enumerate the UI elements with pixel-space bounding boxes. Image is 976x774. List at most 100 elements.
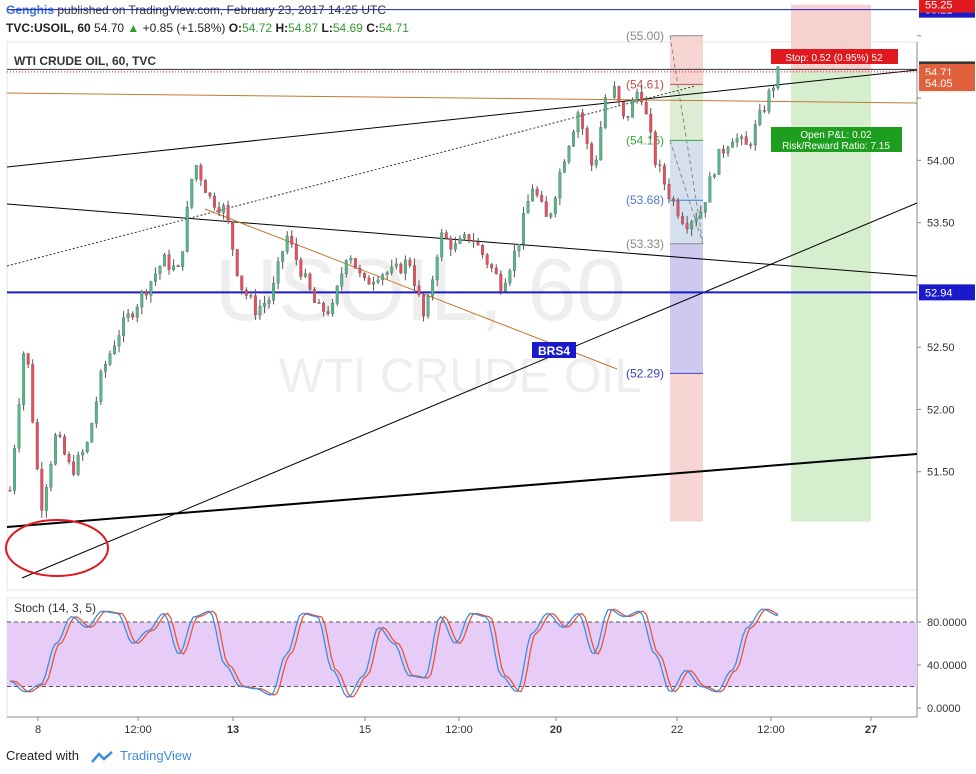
price-change: +0.85 (+1.58%) <box>142 21 226 35</box>
brs-label: BRS4 <box>538 344 570 358</box>
candle-body <box>499 273 503 292</box>
candle-body <box>90 423 94 443</box>
candle-body <box>217 207 221 213</box>
low-key: L: <box>321 21 333 35</box>
price-scale-label: 55.25 <box>925 0 953 12</box>
candle-body <box>540 195 544 202</box>
candle-body <box>399 263 403 274</box>
candle-body <box>367 277 371 285</box>
candle-body <box>249 295 253 297</box>
stoch-d-line <box>10 608 779 698</box>
candle-body <box>126 313 130 318</box>
level-label: 52.94 <box>925 287 953 299</box>
candle-body <box>535 188 539 196</box>
candle-body <box>467 234 471 241</box>
candle-body <box>376 279 380 283</box>
candle-body <box>58 434 62 437</box>
candle-body <box>676 201 680 217</box>
candle-body <box>40 468 44 511</box>
candle-body <box>712 174 716 177</box>
candle-body <box>140 291 144 308</box>
time-tick-label: 13 <box>227 724 239 736</box>
candle-body <box>717 148 721 175</box>
tradingview-brand[interactable]: TradingView <box>120 748 192 763</box>
risk-reward-label: Risk/Reward Ratio: 7.15 <box>782 141 890 152</box>
candle-body <box>517 243 521 252</box>
candle-body <box>181 251 185 267</box>
price-tick-label: 53.50 <box>927 218 955 230</box>
candle-body <box>353 258 357 269</box>
candle-body <box>585 128 589 144</box>
brs-label-bg <box>532 342 576 358</box>
candle-body <box>531 188 535 202</box>
fib-level-label: (55.00) <box>626 29 664 43</box>
candle-body <box>544 201 548 217</box>
symbol-label: TVC:USOIL, 60 <box>6 21 91 35</box>
candle-body <box>653 132 657 165</box>
red-circle-annotation <box>5 519 109 577</box>
candle-body <box>322 302 326 312</box>
tradingview-cloud-icon <box>90 750 113 763</box>
candle-body <box>176 265 180 267</box>
price-scale-label-bg <box>919 75 975 92</box>
candle-body <box>476 241 480 246</box>
watermark-name: WTI CRUDE OIL <box>279 350 642 403</box>
candle-body <box>203 180 207 193</box>
price-scale-label-bg <box>919 0 975 13</box>
upper-channel-line <box>6 69 918 168</box>
candle-body <box>290 235 294 245</box>
candle-body <box>685 223 689 230</box>
time-tick-label: 15 <box>359 724 371 736</box>
time-tick-label: 27 <box>865 724 877 736</box>
candle-body <box>35 422 39 470</box>
candle-body <box>172 265 176 270</box>
price-tick-label: 52.50 <box>927 342 955 354</box>
candle-body <box>190 178 194 208</box>
candle-body <box>108 353 112 365</box>
candle-body <box>163 254 166 267</box>
candle-body <box>303 273 307 277</box>
candle-body <box>690 221 694 230</box>
candle-body <box>594 159 598 166</box>
time-tick-label: 12:00 <box>445 724 473 736</box>
stoch-tick-label: 80.0000 <box>927 617 967 629</box>
candle-body <box>485 254 489 265</box>
candle-body <box>326 311 330 314</box>
candle-body <box>49 464 53 488</box>
candle-body <box>22 353 26 405</box>
candle-body <box>581 112 585 129</box>
candle-body <box>472 240 475 242</box>
dotted-trend-line <box>6 85 696 267</box>
candle-body <box>772 87 775 91</box>
retrace-purple-zone <box>670 243 703 374</box>
candle-body <box>67 454 71 463</box>
candle-body <box>31 364 35 423</box>
candle-body <box>444 232 448 239</box>
up-arrow-icon: ▲ <box>127 21 140 35</box>
candle-body <box>526 201 530 214</box>
price-tick-label: 52.00 <box>927 404 955 416</box>
candle-body <box>558 172 562 199</box>
candle-body <box>667 184 671 200</box>
fib-level-label: (54.16) <box>626 133 664 147</box>
candle-body <box>122 317 126 336</box>
candle-body <box>117 335 121 347</box>
candle-body <box>599 127 603 161</box>
descending-line <box>6 203 918 277</box>
candle-body <box>358 268 362 274</box>
candle-body <box>44 487 48 511</box>
candle-body <box>672 198 675 202</box>
time-tick-label: 8 <box>35 724 41 736</box>
candle-body <box>553 197 557 214</box>
candle-body <box>453 243 457 250</box>
candle-body <box>735 138 739 143</box>
candle-body <box>317 302 321 304</box>
open-key: O: <box>228 21 243 35</box>
candle-body <box>199 165 203 181</box>
candle-body <box>603 97 607 128</box>
candle-body <box>81 451 85 456</box>
candle-body <box>26 353 30 365</box>
open-value: 54.72 <box>242 21 273 35</box>
candle-body <box>726 147 730 154</box>
